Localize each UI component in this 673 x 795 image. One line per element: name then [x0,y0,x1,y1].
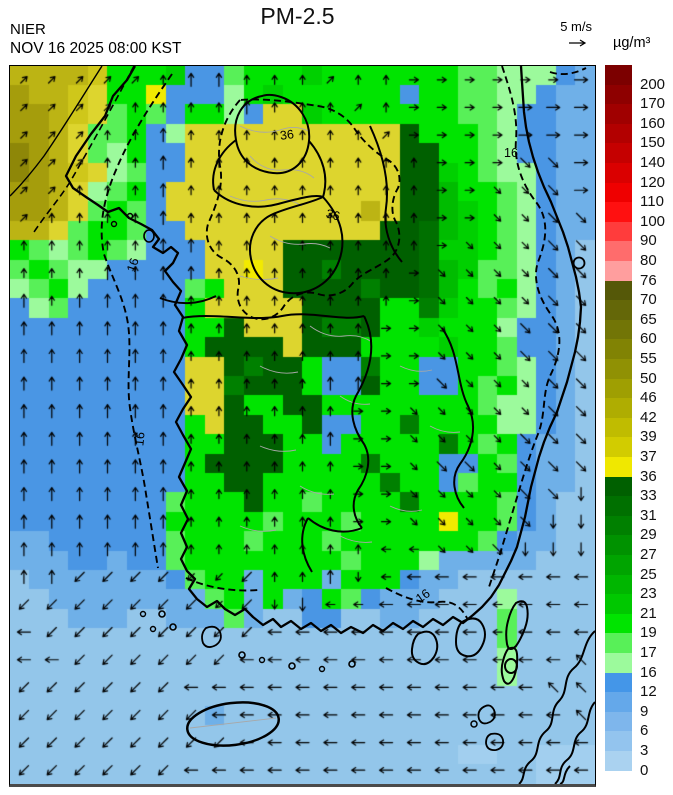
colorbar-band [605,594,632,614]
colorbar-band [605,437,632,457]
colorbar-tick-label: 37 [640,448,657,466]
colorbar-band [605,280,632,301]
colorbar-tick-label: 3 [640,742,649,760]
colorbar-tick-label: 12 [640,683,657,701]
colorbar-band [605,221,632,242]
colorbar-tick-label: 160 [640,114,666,132]
colorbar-band [605,319,632,340]
colorbar-band [605,339,632,359]
colorbar-tick-label: 21 [640,604,657,622]
colorbar-tick-label: 42 [640,408,657,426]
colorbar-band [605,476,632,497]
colorbar-band [605,496,632,516]
colorbar-tick-label: 70 [640,291,657,309]
colorbar-band [605,692,632,712]
colorbar-tick-label: 0 [640,761,649,779]
colorbar-tick-label: 46 [640,389,657,407]
colorbar-tick-label: 39 [640,428,657,446]
colorbar-tick-label: 16 [640,663,657,681]
colorbar-tick-label: 90 [640,232,657,250]
colorbar-band [605,241,632,261]
colorbar-tick-label: 140 [640,154,666,172]
colorbar-band [605,261,632,281]
colorbar-band [605,555,632,575]
colorbar-band [605,457,632,477]
datetime-label: NOV 16 2025 08:00 KST [10,40,182,57]
colorbar-band [605,202,632,222]
source-label: NIER [10,21,46,38]
colorbar-tick-label: 76 [640,271,657,289]
colorbar-band [605,515,632,536]
colorbar-tick-label: 27 [640,546,657,564]
colorbar-band [605,378,632,399]
colorbar-tick-label: 31 [640,506,657,524]
colorbar-band [605,653,632,673]
colorbar-tick-label: 200 [640,75,666,93]
colorbar-tick-label: 55 [640,350,657,368]
colorbar-band [605,182,632,203]
colorbar-band [605,65,632,85]
colorbar-band [605,163,632,183]
colorbar-band [605,300,632,320]
colorbar-band [605,574,632,595]
colorbar: 200 170 160 150 140 120 110 100 90 80 76 70 65 60 55 50… [605,65,673,779]
colorbar-band [605,104,632,124]
colorbar-tick-label: 33 [640,487,657,505]
pm25-raster-canvas [10,66,595,784]
colorbar-tick-label: 25 [640,565,657,583]
colorbar-tick-label: 9 [640,702,649,720]
colorbar-tick-label: 110 [640,193,664,211]
colorbar-band [605,711,632,732]
colorbar-tick-label: 80 [640,252,657,270]
colorbar-tick-label: 60 [640,330,657,348]
colorbar-band [605,417,632,438]
colorbar-band [605,535,632,555]
colorbar-tick-label: 120 [640,173,666,191]
colorbar-tick-label: 170 [640,95,666,113]
colorbar-tick-label: 19 [640,624,657,642]
colorbar-tick-label: 23 [640,585,657,603]
unit-label: µg/m³ [613,35,651,51]
colorbar-tick-label: 100 [640,212,666,230]
wind-reference-label: 5 m/s [560,19,592,34]
colorbar-band [605,613,632,634]
colorbar-band [605,672,632,693]
colorbar-tick-label: 36 [640,467,657,485]
colorbar-bands [605,65,632,771]
colorbar-tick-label: 17 [640,644,657,662]
colorbar-tick-labels: 200 170 160 150 140 120 110 100 90 80 76 70 65 60 55 50… [640,65,673,779]
colorbar-tick-label: 65 [640,310,657,328]
colorbar-band [605,359,632,379]
colorbar-tick-label: 29 [640,526,657,544]
colorbar-tick-label: 50 [640,369,657,387]
colorbar-band [605,84,632,105]
colorbar-band [605,123,632,144]
page-title: PM-2.5 [260,3,335,29]
colorbar-band [605,398,632,418]
pm25-map: 36 36 16 16 16 16 [9,65,596,787]
colorbar-tick-label: 150 [640,134,666,152]
colorbar-tick-label: 6 [640,722,649,740]
colorbar-band [605,143,632,163]
wind-reference-arrow-icon [569,39,587,47]
colorbar-band [605,731,632,751]
colorbar-band [605,633,632,653]
colorbar-band [605,751,632,771]
